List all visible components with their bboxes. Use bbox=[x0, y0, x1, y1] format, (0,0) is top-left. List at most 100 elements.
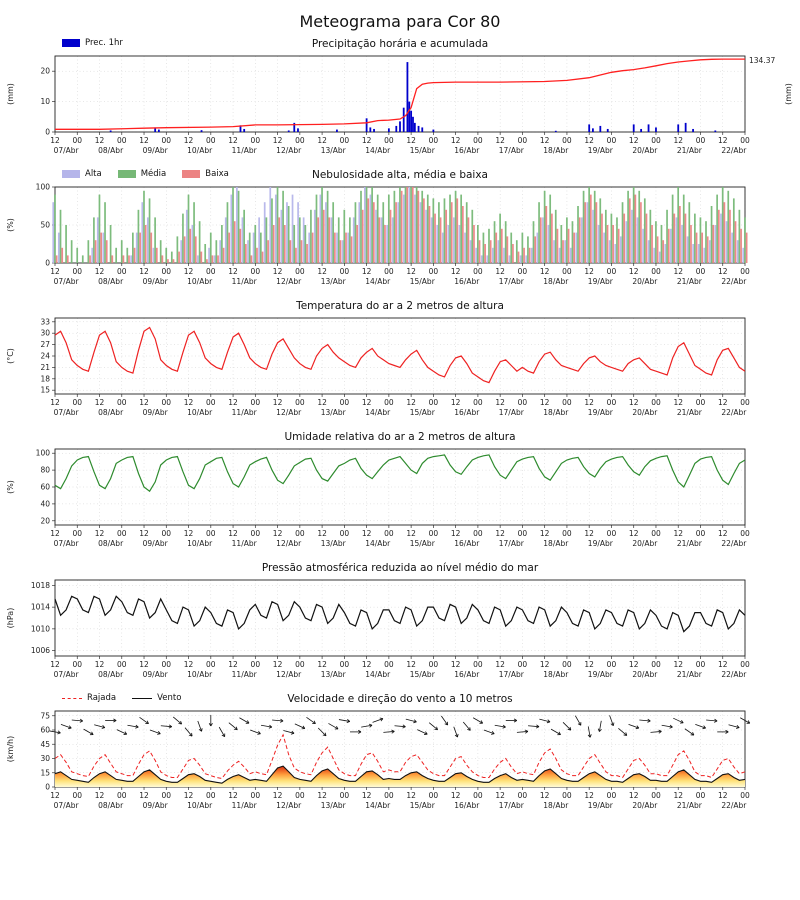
svg-text:00: 00 bbox=[72, 529, 82, 538]
svg-text:12: 12 bbox=[540, 136, 550, 145]
precipitation-legend: Prec. 1hr bbox=[62, 38, 123, 48]
svg-text:11/Abr: 11/Abr bbox=[232, 539, 258, 548]
svg-text:20: 20 bbox=[40, 67, 50, 76]
svg-text:00: 00 bbox=[562, 136, 572, 145]
baixa-label: Baixa bbox=[205, 169, 229, 179]
svg-text:18/Abr: 18/Abr bbox=[543, 670, 569, 679]
svg-text:08/Abr: 08/Abr bbox=[98, 670, 124, 679]
svg-text:11/Abr: 11/Abr bbox=[232, 408, 258, 417]
svg-text:00: 00 bbox=[72, 136, 82, 145]
svg-text:10/Abr: 10/Abr bbox=[187, 146, 213, 155]
svg-text:12: 12 bbox=[673, 398, 683, 407]
svg-text:12: 12 bbox=[629, 398, 639, 407]
svg-text:12: 12 bbox=[273, 136, 283, 145]
svg-text:00: 00 bbox=[696, 267, 706, 276]
svg-text:1010: 1010 bbox=[31, 624, 50, 633]
wind-legend: Rajada Vento bbox=[62, 693, 181, 703]
svg-text:12: 12 bbox=[184, 267, 194, 276]
svg-text:12: 12 bbox=[362, 398, 372, 407]
svg-text:00: 00 bbox=[295, 267, 305, 276]
svg-text:18/Abr: 18/Abr bbox=[543, 277, 569, 286]
page-title: Meteograma para Cor 80 bbox=[299, 12, 501, 31]
svg-text:0: 0 bbox=[45, 259, 50, 268]
svg-text:00: 00 bbox=[651, 791, 661, 800]
svg-text:00: 00 bbox=[384, 267, 394, 276]
svg-text:12: 12 bbox=[317, 660, 327, 669]
rajada-label: Rajada bbox=[87, 693, 117, 703]
svg-text:00: 00 bbox=[740, 136, 750, 145]
legend-item-media: Média bbox=[117, 169, 166, 179]
svg-text:12: 12 bbox=[718, 267, 728, 276]
svg-text:27: 27 bbox=[40, 340, 50, 349]
svg-text:00: 00 bbox=[295, 791, 305, 800]
svg-text:(hPa): (hPa) bbox=[6, 608, 15, 629]
svg-text:12: 12 bbox=[406, 660, 416, 669]
svg-text:12: 12 bbox=[95, 398, 105, 407]
svg-text:00: 00 bbox=[251, 267, 261, 276]
svg-text:00: 00 bbox=[696, 660, 706, 669]
svg-text:14/Abr: 14/Abr bbox=[365, 670, 391, 679]
svg-text:20/Abr: 20/Abr bbox=[632, 801, 658, 810]
svg-text:00: 00 bbox=[117, 136, 127, 145]
svg-text:15: 15 bbox=[40, 768, 50, 777]
svg-text:00: 00 bbox=[295, 398, 305, 407]
svg-text:11/Abr: 11/Abr bbox=[232, 277, 258, 286]
svg-text:12: 12 bbox=[584, 529, 594, 538]
svg-text:14/Abr: 14/Abr bbox=[365, 801, 391, 810]
svg-text:00: 00 bbox=[340, 660, 350, 669]
svg-text:00: 00 bbox=[429, 791, 439, 800]
svg-text:0: 0 bbox=[45, 128, 50, 137]
svg-text:12: 12 bbox=[50, 267, 60, 276]
svg-text:12: 12 bbox=[273, 529, 283, 538]
svg-text:12: 12 bbox=[584, 267, 594, 276]
svg-text:18: 18 bbox=[40, 374, 50, 383]
svg-text:00: 00 bbox=[518, 267, 528, 276]
svg-text:15/Abr: 15/Abr bbox=[410, 670, 436, 679]
svg-text:15/Abr: 15/Abr bbox=[410, 277, 436, 286]
svg-text:12: 12 bbox=[540, 791, 550, 800]
cloudiness-plot: 12 00 12 00 12 00 12 00 12 00 12 00 12 00 12 00 12 00 12 00… bbox=[6, 183, 750, 286]
rajada-line-icon bbox=[62, 697, 82, 699]
svg-text:12: 12 bbox=[495, 398, 505, 407]
svg-text:12: 12 bbox=[673, 136, 683, 145]
svg-text:12: 12 bbox=[406, 398, 416, 407]
svg-text:17/Abr: 17/Abr bbox=[499, 801, 525, 810]
svg-text:14/Abr: 14/Abr bbox=[365, 277, 391, 286]
svg-text:12: 12 bbox=[184, 529, 194, 538]
svg-text:00: 00 bbox=[340, 529, 350, 538]
svg-text:09/Abr: 09/Abr bbox=[143, 670, 169, 679]
svg-text:16/Abr: 16/Abr bbox=[454, 277, 480, 286]
svg-text:12: 12 bbox=[584, 136, 594, 145]
svg-text:00: 00 bbox=[473, 136, 483, 145]
svg-text:12: 12 bbox=[629, 660, 639, 669]
svg-text:12: 12 bbox=[50, 660, 60, 669]
cloudiness-legend: Alta Média Baixa bbox=[62, 169, 229, 179]
svg-text:134.37: 134.37 bbox=[749, 56, 775, 65]
svg-text:00: 00 bbox=[740, 398, 750, 407]
svg-text:12: 12 bbox=[95, 791, 105, 800]
svg-text:12: 12 bbox=[451, 529, 461, 538]
svg-text:19/Abr: 19/Abr bbox=[588, 801, 614, 810]
svg-text:08/Abr: 08/Abr bbox=[98, 146, 124, 155]
svg-text:00: 00 bbox=[473, 660, 483, 669]
svg-text:00: 00 bbox=[518, 529, 528, 538]
svg-text:60: 60 bbox=[40, 726, 50, 735]
svg-text:00: 00 bbox=[429, 267, 439, 276]
svg-text:21/Abr: 21/Abr bbox=[677, 670, 703, 679]
svg-text:12: 12 bbox=[673, 660, 683, 669]
svg-text:33: 33 bbox=[40, 317, 50, 326]
svg-text:12: 12 bbox=[718, 660, 728, 669]
svg-text:12: 12 bbox=[362, 529, 372, 538]
svg-text:00: 00 bbox=[473, 529, 483, 538]
svg-text:17/Abr: 17/Abr bbox=[499, 539, 525, 548]
svg-text:12: 12 bbox=[673, 267, 683, 276]
svg-text:1006: 1006 bbox=[31, 646, 50, 655]
svg-text:00: 00 bbox=[162, 529, 172, 538]
svg-text:12/Abr: 12/Abr bbox=[276, 801, 302, 810]
svg-text:20/Abr: 20/Abr bbox=[632, 408, 658, 417]
svg-text:12: 12 bbox=[495, 267, 505, 276]
svg-text:12: 12 bbox=[495, 136, 505, 145]
svg-text:12: 12 bbox=[718, 529, 728, 538]
svg-text:12/Abr: 12/Abr bbox=[276, 277, 302, 286]
svg-text:20: 20 bbox=[40, 516, 50, 525]
